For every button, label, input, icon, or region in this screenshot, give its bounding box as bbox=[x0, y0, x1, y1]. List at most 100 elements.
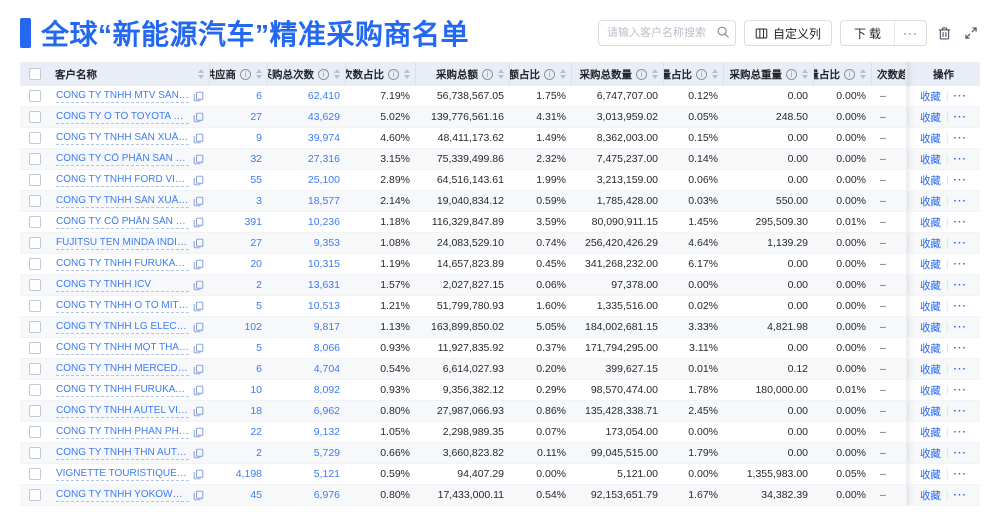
customer-name-link[interactable]: CÔNG TY TNHH Ô TÔ MITSUBI... bbox=[56, 300, 189, 313]
info-icon[interactable] bbox=[844, 68, 855, 80]
cell-times[interactable]: 27,316 bbox=[268, 149, 346, 170]
sort-icon[interactable] bbox=[256, 69, 262, 79]
favorite-link[interactable]: 收藏 bbox=[919, 321, 941, 334]
row-more-button[interactable]: ··· bbox=[953, 216, 968, 228]
row-checkbox[interactable] bbox=[29, 174, 41, 187]
favorite-link[interactable]: 收藏 bbox=[919, 153, 941, 166]
favorite-link[interactable]: 收藏 bbox=[919, 279, 941, 292]
copy-icon[interactable] bbox=[193, 364, 204, 375]
row-more-button[interactable]: ··· bbox=[953, 363, 968, 375]
cell-times[interactable]: 9,817 bbox=[268, 317, 346, 338]
sort-icon[interactable] bbox=[198, 69, 204, 79]
cell-times[interactable]: 4,704 bbox=[268, 359, 346, 380]
cell-supplier[interactable]: 2 bbox=[210, 443, 268, 464]
cell-supplier[interactable]: 102 bbox=[210, 317, 268, 338]
row-checkbox[interactable] bbox=[29, 237, 41, 250]
favorite-link[interactable]: 收藏 bbox=[919, 195, 941, 208]
download-button[interactable]: 下载 bbox=[840, 21, 894, 45]
row-more-button[interactable]: ··· bbox=[953, 195, 968, 207]
row-more-button[interactable]: ··· bbox=[953, 447, 968, 459]
copy-icon[interactable] bbox=[193, 154, 204, 165]
customer-name-link[interactable]: CÔNG TY TNHH YOKOWO VIỆT... bbox=[56, 489, 189, 502]
copy-icon[interactable] bbox=[193, 238, 204, 249]
copy-icon[interactable] bbox=[193, 91, 204, 102]
row-checkbox[interactable] bbox=[29, 342, 41, 355]
customer-name-link[interactable]: CÔNG TY TNHH LG ELECTRON... bbox=[56, 321, 189, 334]
row-more-button[interactable]: ··· bbox=[953, 90, 968, 102]
customer-name-link[interactable]: CÔNG TY TNHH FURUKAWA A... bbox=[56, 257, 189, 271]
cell-times[interactable]: 5,121 bbox=[268, 464, 346, 485]
copy-icon[interactable] bbox=[193, 490, 204, 501]
row-more-button[interactable]: ··· bbox=[953, 405, 968, 417]
row-checkbox[interactable] bbox=[29, 468, 41, 481]
favorite-link[interactable]: 收藏 bbox=[919, 342, 941, 355]
info-icon[interactable] bbox=[786, 68, 797, 80]
cell-times[interactable]: 18,577 bbox=[268, 191, 346, 212]
copy-icon[interactable] bbox=[193, 301, 204, 312]
search-input[interactable] bbox=[597, 20, 736, 46]
download-more-button[interactable]: ··· bbox=[894, 21, 926, 45]
favorite-link[interactable]: 收藏 bbox=[919, 132, 941, 145]
row-checkbox[interactable] bbox=[29, 90, 41, 103]
search-icon[interactable] bbox=[716, 25, 730, 39]
row-more-button[interactable]: ··· bbox=[953, 174, 968, 186]
row-more-button[interactable]: ··· bbox=[953, 111, 968, 123]
row-more-button[interactable]: ··· bbox=[953, 300, 968, 312]
cell-supplier[interactable]: 22 bbox=[210, 422, 268, 443]
sort-icon[interactable] bbox=[860, 69, 866, 79]
info-icon[interactable] bbox=[636, 68, 647, 80]
row-more-button[interactable]: ··· bbox=[953, 153, 968, 165]
customer-name-link[interactable]: VIGNETTE TOURISTIQUE G UNI... bbox=[56, 467, 189, 481]
row-checkbox[interactable] bbox=[29, 258, 41, 271]
row-checkbox[interactable] bbox=[29, 426, 41, 439]
sort-icon[interactable] bbox=[802, 69, 808, 79]
fullscreen-button[interactable] bbox=[962, 24, 980, 42]
info-icon[interactable] bbox=[696, 68, 707, 80]
cell-supplier[interactable]: 3 bbox=[210, 191, 268, 212]
cell-times[interactable]: 62,410 bbox=[268, 86, 346, 107]
row-more-button[interactable]: ··· bbox=[953, 384, 968, 396]
cell-supplier[interactable]: 45 bbox=[210, 485, 268, 506]
cell-supplier[interactable]: 5 bbox=[210, 338, 268, 359]
row-checkbox[interactable] bbox=[29, 447, 41, 460]
favorite-link[interactable]: 收藏 bbox=[919, 426, 941, 439]
customer-name-link[interactable]: CÔNG TY CỔ PHẦN SẢN XUẤT... bbox=[56, 215, 189, 229]
cell-supplier[interactable]: 5 bbox=[210, 296, 268, 317]
copy-icon[interactable] bbox=[193, 259, 204, 270]
row-checkbox[interactable] bbox=[29, 195, 41, 208]
row-checkbox[interactable] bbox=[29, 363, 41, 376]
favorite-link[interactable]: 收藏 bbox=[919, 405, 941, 418]
customer-name-link[interactable]: FUJITSU TEN MINDA INDIA PVT... bbox=[56, 237, 189, 250]
favorite-link[interactable]: 收藏 bbox=[919, 216, 941, 229]
cell-supplier[interactable]: 10 bbox=[210, 380, 268, 401]
cell-supplier[interactable]: 9 bbox=[210, 128, 268, 149]
favorite-link[interactable]: 收藏 bbox=[919, 258, 941, 271]
favorite-link[interactable]: 收藏 bbox=[919, 384, 941, 397]
info-icon[interactable] bbox=[240, 68, 251, 80]
cell-supplier[interactable]: 18 bbox=[210, 401, 268, 422]
sort-icon[interactable] bbox=[334, 69, 340, 79]
cell-supplier[interactable]: 2 bbox=[210, 275, 268, 296]
row-more-button[interactable]: ··· bbox=[953, 489, 968, 501]
favorite-link[interactable]: 收藏 bbox=[919, 237, 941, 250]
cell-supplier[interactable]: 32 bbox=[210, 149, 268, 170]
copy-icon[interactable] bbox=[193, 385, 204, 396]
cell-supplier[interactable]: 20 bbox=[210, 254, 268, 275]
cell-times[interactable]: 6,962 bbox=[268, 401, 346, 422]
cell-supplier[interactable]: 27 bbox=[210, 107, 268, 128]
cell-times[interactable]: 9,132 bbox=[268, 422, 346, 443]
row-more-button[interactable]: ··· bbox=[953, 426, 968, 438]
cell-times[interactable]: 10,236 bbox=[268, 212, 346, 233]
favorite-link[interactable]: 收藏 bbox=[919, 363, 941, 376]
copy-icon[interactable] bbox=[193, 280, 204, 291]
customer-name-link[interactable]: CÔNG TY TNHH FURUKAWA A... bbox=[56, 383, 189, 397]
favorite-link[interactable]: 收藏 bbox=[919, 111, 941, 124]
customer-name-link[interactable]: CÔNG TY TNHH FORD VIỆT NAM bbox=[56, 173, 189, 187]
cell-times[interactable]: 8,066 bbox=[268, 338, 346, 359]
sort-icon[interactable] bbox=[652, 69, 658, 79]
customer-name-link[interactable]: CÔNG TY TNHH ICV bbox=[56, 279, 189, 292]
row-checkbox[interactable] bbox=[29, 132, 41, 145]
row-checkbox[interactable] bbox=[29, 216, 41, 229]
customer-name-link[interactable]: CÔNG TY TNHH MERCEDES–B... bbox=[56, 363, 189, 376]
customer-name-link[interactable]: CÔNG TY Ô TÔ TOYOTA VIỆT ... bbox=[56, 110, 189, 124]
